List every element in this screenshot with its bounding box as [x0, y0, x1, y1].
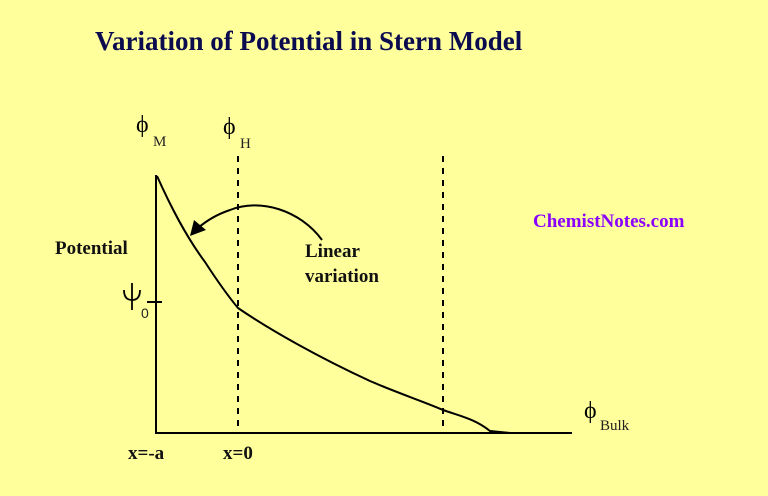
phi-m-subscript: M	[153, 134, 166, 150]
phi-bulk-label: ϕ Bulk	[584, 398, 630, 434]
psi-subscript: 0	[141, 305, 149, 321]
x-label-minus-a: x=-a	[128, 443, 165, 464]
phi-h-subscript: H	[240, 136, 251, 152]
y-axis-label: Potential	[55, 238, 128, 259]
psi-zero-label: 0	[123, 283, 149, 321]
phi-bulk-symbol: ϕ	[584, 398, 597, 424]
diagram-title: Variation of Potential in Stern Model	[95, 26, 523, 56]
annotation-variation: variation	[305, 266, 379, 287]
arrowhead-icon	[190, 220, 206, 236]
phi-m-label: ϕ M	[136, 112, 166, 150]
phi-m-symbol: ϕ	[136, 112, 149, 138]
phi-h-symbol: ϕ	[223, 114, 236, 140]
watermark-text: ChemistNotes.com	[533, 211, 685, 232]
x-label-zero: x=0	[223, 443, 253, 464]
phi-h-label: ϕ H	[223, 114, 251, 152]
potential-curve	[156, 175, 511, 434]
phi-bulk-subscript: Bulk	[600, 418, 630, 434]
annotation-linear: Linear	[305, 241, 360, 262]
linear-variation-arrow	[197, 204, 323, 241]
